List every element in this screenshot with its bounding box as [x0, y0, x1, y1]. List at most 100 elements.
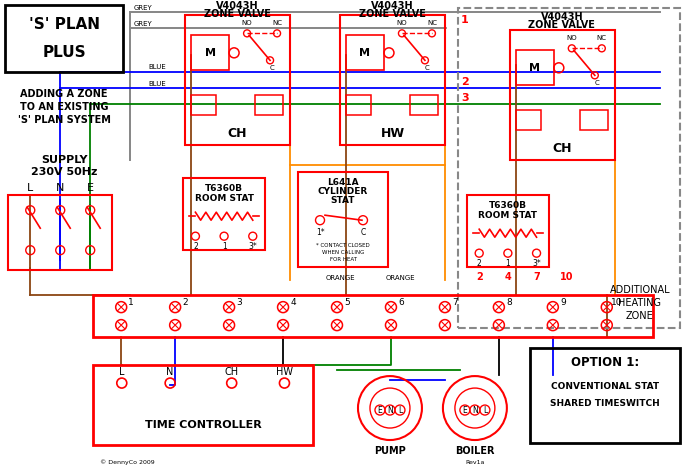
Text: HEATING: HEATING [618, 298, 661, 308]
Bar [346, 36, 384, 70]
Bar [510, 30, 615, 160]
Text: 3: 3 [236, 298, 242, 307]
Bar [410, 95, 438, 115]
Text: 6: 6 [398, 298, 404, 307]
Text: L: L [119, 367, 124, 377]
Bar [191, 36, 229, 70]
Text: 3: 3 [461, 93, 469, 103]
Bar [298, 172, 388, 267]
Text: C: C [594, 80, 599, 86]
Text: ZONE VALVE: ZONE VALVE [529, 21, 595, 30]
Text: M: M [205, 48, 215, 58]
Text: V4043H: V4043H [540, 12, 583, 22]
Text: NC: NC [597, 36, 607, 41]
Text: V4043H: V4043H [216, 1, 258, 11]
Text: FOR HEAT: FOR HEAT [330, 256, 357, 262]
Text: 1: 1 [506, 259, 510, 268]
Bar [183, 178, 265, 250]
Text: 3*: 3* [532, 259, 541, 268]
Text: 5: 5 [344, 298, 350, 307]
Text: ZONE: ZONE [626, 311, 653, 321]
Text: CH: CH [553, 142, 572, 155]
Text: HW: HW [380, 127, 404, 140]
Text: C: C [424, 66, 429, 71]
Bar [580, 110, 608, 130]
Text: OPTION 1:: OPTION 1: [571, 356, 639, 369]
Text: PUMP: PUMP [374, 446, 406, 456]
Text: V4043H: V4043H [371, 1, 413, 11]
Text: 8: 8 [506, 298, 512, 307]
Text: C: C [360, 228, 366, 237]
Text: 'S' PLAN SYSTEM: 'S' PLAN SYSTEM [18, 115, 110, 125]
Text: 230V 50Hz: 230V 50Hz [31, 167, 97, 177]
Text: SHARED TIMESWITCH: SHARED TIMESWITCH [550, 399, 660, 408]
Text: ORANGE: ORANGE [325, 275, 355, 281]
Text: BLUE: BLUE [148, 81, 166, 88]
Text: STAT: STAT [331, 196, 355, 205]
Text: T6360B: T6360B [205, 184, 243, 193]
Text: * CONTACT CLOSED: * CONTACT CLOSED [316, 243, 370, 248]
Text: ORANGE: ORANGE [385, 275, 415, 281]
Text: M: M [359, 48, 371, 58]
Bar [191, 95, 216, 115]
Text: 9: 9 [560, 298, 566, 307]
Bar [340, 15, 445, 145]
Text: 1*: 1* [316, 228, 324, 237]
Text: 2: 2 [477, 259, 482, 268]
Text: L: L [27, 183, 33, 193]
Text: GREY: GREY [133, 22, 152, 27]
Text: © DennyCo 2009: © DennyCo 2009 [100, 459, 155, 465]
Text: TIME CONTROLLER: TIME CONTROLLER [145, 420, 262, 430]
Text: NC: NC [272, 21, 282, 26]
Text: 2: 2 [193, 241, 198, 251]
Text: E: E [462, 406, 467, 415]
Text: M: M [529, 63, 540, 73]
Text: ROOM STAT: ROOM STAT [195, 194, 254, 203]
Bar [530, 348, 680, 443]
Text: 10: 10 [611, 298, 622, 307]
Text: 1: 1 [128, 298, 134, 307]
Text: L: L [398, 406, 402, 415]
Text: N: N [387, 406, 393, 415]
Bar [6, 5, 124, 73]
Text: SUPPLY: SUPPLY [41, 155, 88, 165]
Text: BOILER: BOILER [455, 446, 495, 456]
Bar [346, 95, 371, 115]
Text: N: N [472, 406, 477, 415]
Bar [467, 195, 549, 267]
Bar [8, 195, 112, 270]
Text: ZONE VALVE: ZONE VALVE [359, 9, 426, 19]
Text: 2: 2 [461, 77, 469, 88]
Bar [93, 295, 653, 337]
Text: 2: 2 [476, 272, 482, 282]
Text: L641A: L641A [327, 178, 359, 187]
Text: TO AN EXISTING: TO AN EXISTING [20, 102, 108, 112]
Bar [255, 95, 283, 115]
Text: 7: 7 [452, 298, 457, 307]
Text: Rev1a: Rev1a [465, 460, 484, 465]
Text: NO: NO [566, 36, 577, 41]
Bar [516, 110, 541, 130]
Text: 7: 7 [533, 272, 540, 282]
Text: 1: 1 [461, 15, 469, 25]
Text: NO: NO [241, 21, 253, 26]
Text: ADDITIONAL: ADDITIONAL [609, 285, 670, 295]
Bar [516, 51, 554, 85]
Text: ADDING A ZONE: ADDING A ZONE [21, 89, 108, 99]
Text: C: C [270, 66, 275, 71]
Text: 2: 2 [182, 298, 188, 307]
Text: E: E [377, 406, 382, 415]
Text: CONVENTIONAL STAT: CONVENTIONAL STAT [551, 381, 659, 391]
Text: 4: 4 [504, 272, 511, 282]
Text: CH: CH [225, 367, 239, 377]
Text: 3*: 3* [248, 241, 257, 251]
Text: 10: 10 [560, 272, 573, 282]
Text: ZONE VALVE: ZONE VALVE [204, 9, 270, 19]
Text: BLUE: BLUE [148, 64, 166, 70]
Text: N: N [56, 183, 64, 193]
Text: 4: 4 [290, 298, 296, 307]
Text: WHEN CALLING: WHEN CALLING [322, 249, 364, 255]
Text: NC: NC [427, 21, 437, 26]
Bar [93, 365, 313, 445]
Text: E: E [87, 183, 94, 193]
